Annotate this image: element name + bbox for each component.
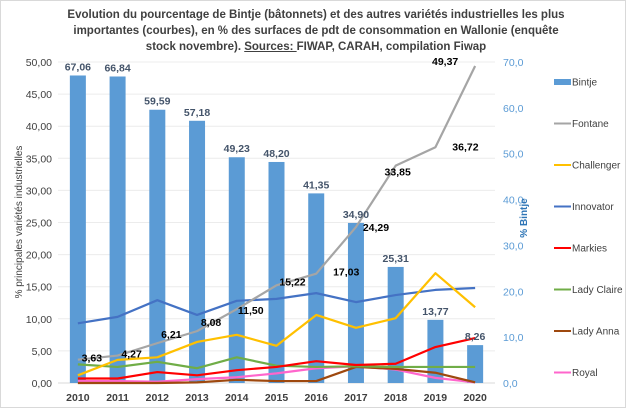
left-axis-title: % principales variétés industrielles [14,146,25,299]
chart-title: Evolution du pourcentage de Bintje (bâto… [61,7,571,55]
bar-data-label: 67,06 [65,61,91,73]
left-tick-label: 5,00 [32,346,53,358]
right-tick-label: 20,0 [503,286,524,298]
x-tick-label: 2011 [106,392,129,404]
fontane-data-label: 4,27 [121,349,142,361]
legend-label: Lady Anna [572,327,620,338]
legend-label: Innovator [572,202,614,213]
line-royal [77,365,476,384]
left-tick-label: 20,00 [26,250,52,262]
bar-bintje [189,120,206,384]
variety-lines [77,65,477,385]
left-tick-label: 30,00 [26,185,52,197]
fontane-data-label: 24,29 [363,222,389,234]
legend: Bintje Fontane Challenger Innovator Markies L… [554,78,623,379]
fontane-data-label: 17,03 [333,267,359,279]
x-tick-label: 2017 [344,392,368,404]
x-tick-label: 2015 [265,392,289,404]
bar-bintje [149,109,166,383]
bar-data-label: 49,23 [224,143,250,155]
legend-label: Challenger [572,161,621,172]
bar-data-label: 57,18 [184,107,210,119]
left-tick-label: 25,00 [26,218,52,230]
line-challenger [77,272,476,377]
chart-title-main: Evolution du pourcentage de Bintje (bâto… [67,9,565,53]
legend-label: Fontane [572,119,609,130]
line-fontane [77,65,477,361]
bar-bintje [69,75,86,384]
right-axis-title: % Bintje [519,198,530,238]
fontane-data-label: 6,21 [161,329,182,341]
right-tick-label: 40,0 [503,195,524,207]
fontane-data-label: 33,85 [385,167,411,179]
line-lady-anna [77,365,476,385]
bar-bintje [268,161,285,383]
left-tick-label: 50,00 [26,57,52,69]
left-tick-label: 40,00 [26,121,52,133]
bar-data-label: 34,90 [343,209,369,221]
bar-bintje [387,266,404,383]
right-tick-label: 70,0 [503,57,524,69]
x-tick-label: 2010 [66,392,90,404]
bintje-bars [69,75,484,384]
legend-label: Markies [572,244,607,255]
line-markies [77,336,476,380]
legend-label: Royal [572,368,598,379]
legend-label: Bintje [572,78,597,89]
fontane-data-label: 15,22 [279,276,305,288]
x-tick-label: 2016 [305,392,329,404]
fontane-data-label: 49,37 [432,56,458,68]
right-tick-label: 30,0 [503,240,524,252]
left-tick-label: 15,00 [26,282,52,294]
right-tick-label: 60,0 [503,103,524,115]
bar-data-label: 41,35 [303,179,329,191]
bar-data-label: 48,20 [263,148,289,160]
data-labels: 67,06 66,84 59,59 57,18 49,23 48,20 41,35 34,90… [65,56,486,365]
bar-data-label: 8,26 [465,331,486,343]
left-tick-label: 10,00 [26,314,52,326]
fontane-data-label: 3,63 [82,353,103,365]
bar-bintje [308,193,325,383]
legend-label: Lady Claire [572,285,623,296]
left-tick-label: 35,00 [26,153,52,165]
fontane-data-label: 11,50 [238,305,264,317]
x-tick-label: 2014 [225,392,249,404]
bar-data-label: 13,77 [422,306,448,318]
bar-bintje [109,76,126,384]
fontane-data-label: 8,08 [201,317,222,329]
x-tick-label: 2020 [463,392,487,404]
x-tick-label: 2012 [146,392,170,404]
line-lady-claire [77,356,476,370]
chart-title-sources-label: Sources: [244,41,297,53]
x-tick-label: 2018 [384,392,408,404]
axis-ticks: 0,00 5,00 10,00 15,00 20,00 25,00 30,00 35,00 40… [26,57,524,404]
bar-bintje [228,157,245,383]
bar-bintje [467,345,484,383]
x-tick-label: 2019 [424,392,448,404]
line-innovator [77,286,476,325]
bar-data-label: 66,84 [104,62,130,74]
legend-swatch-bintje [554,79,571,85]
x-tick-label: 2013 [185,392,209,404]
left-tick-label: 45,00 [26,89,52,101]
fontane-data-label: 36,72 [452,141,478,153]
chart-title-sources: FIWAP, CARAH, compilation Fiwap [296,41,487,53]
bar-data-label: 25,31 [383,253,409,265]
right-tick-label: 50,0 [503,149,524,161]
left-tick-label: 0,00 [32,378,53,390]
bar-data-label: 59,59 [144,96,170,108]
right-tick-label: 0,0 [503,378,518,390]
right-tick-label: 10,0 [503,332,524,344]
